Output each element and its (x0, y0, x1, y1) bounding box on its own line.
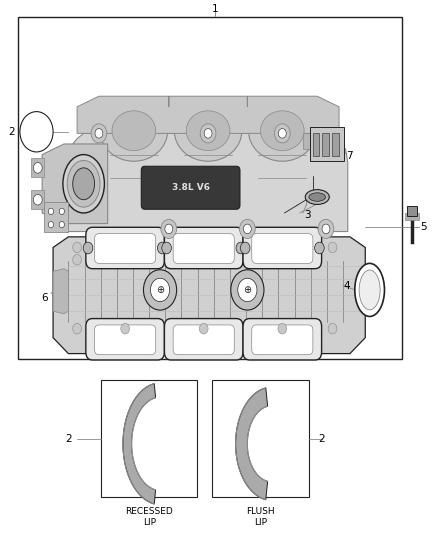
Text: 7: 7 (346, 151, 353, 160)
Circle shape (244, 224, 251, 233)
Circle shape (318, 220, 334, 238)
Circle shape (20, 111, 53, 152)
FancyBboxPatch shape (164, 227, 243, 269)
Circle shape (161, 220, 177, 238)
Ellipse shape (355, 263, 385, 317)
Circle shape (328, 324, 337, 334)
Circle shape (48, 221, 53, 228)
Circle shape (278, 324, 287, 334)
FancyBboxPatch shape (407, 206, 417, 216)
Circle shape (144, 270, 177, 310)
Ellipse shape (305, 190, 329, 205)
Text: ⊕: ⊕ (244, 285, 251, 295)
Ellipse shape (100, 100, 168, 161)
Circle shape (48, 208, 53, 215)
Circle shape (162, 242, 171, 254)
Ellipse shape (67, 160, 100, 207)
Circle shape (73, 324, 81, 334)
Circle shape (328, 242, 337, 253)
Circle shape (199, 324, 208, 334)
Text: 3.8L V6: 3.8L V6 (172, 183, 210, 192)
FancyBboxPatch shape (95, 233, 155, 263)
Bar (101, 380, 197, 497)
Text: 6: 6 (41, 293, 48, 303)
Polygon shape (77, 96, 339, 133)
Circle shape (238, 278, 257, 302)
FancyBboxPatch shape (252, 325, 313, 354)
Ellipse shape (73, 168, 95, 200)
Text: ⊕: ⊕ (156, 285, 164, 295)
Circle shape (322, 224, 330, 233)
FancyBboxPatch shape (95, 325, 155, 354)
Circle shape (200, 124, 216, 143)
Circle shape (83, 242, 93, 254)
Ellipse shape (309, 193, 325, 201)
FancyBboxPatch shape (332, 133, 339, 156)
Polygon shape (66, 133, 348, 231)
Text: 5: 5 (420, 222, 427, 232)
Bar (212, 380, 308, 497)
FancyBboxPatch shape (31, 158, 44, 177)
FancyBboxPatch shape (313, 133, 319, 156)
Text: 2: 2 (65, 433, 72, 443)
FancyBboxPatch shape (164, 319, 243, 360)
Circle shape (121, 324, 130, 334)
FancyBboxPatch shape (141, 166, 240, 209)
FancyBboxPatch shape (173, 325, 234, 354)
Ellipse shape (112, 111, 155, 151)
Text: 2: 2 (9, 127, 15, 137)
Text: 2: 2 (318, 433, 325, 443)
Text: 4: 4 (344, 281, 350, 290)
FancyBboxPatch shape (31, 190, 44, 209)
Ellipse shape (174, 100, 242, 161)
Circle shape (157, 242, 167, 254)
FancyBboxPatch shape (86, 227, 164, 269)
FancyBboxPatch shape (322, 133, 329, 156)
Circle shape (231, 270, 264, 310)
Circle shape (33, 195, 42, 205)
Bar (18, 17, 403, 359)
FancyBboxPatch shape (86, 319, 164, 360)
FancyBboxPatch shape (310, 127, 344, 161)
Circle shape (165, 224, 173, 233)
Circle shape (314, 242, 324, 254)
Text: 3: 3 (304, 209, 311, 220)
Ellipse shape (186, 111, 230, 151)
Circle shape (59, 208, 64, 215)
FancyBboxPatch shape (44, 203, 68, 231)
Circle shape (240, 242, 250, 254)
Ellipse shape (63, 155, 104, 213)
Circle shape (204, 128, 212, 138)
Circle shape (240, 220, 255, 238)
Circle shape (236, 242, 246, 254)
Circle shape (275, 124, 290, 143)
Polygon shape (303, 133, 311, 149)
FancyBboxPatch shape (405, 214, 419, 220)
Polygon shape (53, 269, 68, 314)
Text: 1: 1 (211, 4, 218, 14)
Circle shape (33, 163, 42, 173)
Circle shape (91, 124, 107, 143)
Circle shape (150, 278, 170, 302)
Circle shape (73, 242, 81, 253)
Ellipse shape (261, 111, 304, 151)
FancyBboxPatch shape (243, 319, 321, 360)
Text: RECESSED
LIP: RECESSED LIP (125, 507, 173, 527)
Circle shape (73, 254, 81, 265)
Circle shape (59, 221, 64, 228)
Text: FLUSH
LIP: FLUSH LIP (246, 507, 275, 527)
Polygon shape (53, 237, 365, 353)
FancyBboxPatch shape (252, 233, 313, 263)
FancyBboxPatch shape (173, 233, 234, 263)
Ellipse shape (248, 100, 316, 161)
Circle shape (279, 128, 286, 138)
Polygon shape (236, 388, 268, 499)
Polygon shape (123, 384, 155, 504)
Circle shape (95, 128, 103, 138)
Ellipse shape (359, 270, 380, 310)
FancyBboxPatch shape (243, 227, 321, 269)
Polygon shape (42, 144, 108, 223)
